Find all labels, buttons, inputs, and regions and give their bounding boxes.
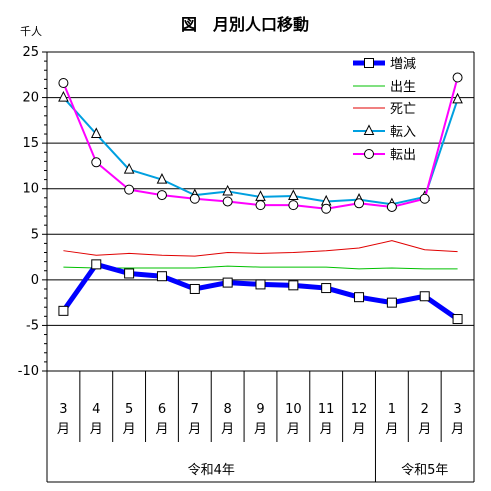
data-point-circle (124, 184, 135, 195)
data-point-square (255, 279, 266, 290)
x-tick-suffix: 月 (188, 422, 201, 437)
y-tick-label: 10 (22, 182, 39, 197)
data-point-square (419, 291, 430, 302)
x-tick-label: 4 (92, 402, 100, 417)
data-point-triangle (58, 90, 69, 102)
data-point-triangle (222, 184, 233, 196)
data-point-triangle (90, 127, 102, 139)
x-tick-suffix: 月 (123, 422, 136, 437)
data-point-triangle (288, 189, 299, 201)
x-tick-suffix: 月 (57, 422, 70, 437)
legend-label: 転出 (390, 148, 416, 163)
data-point-triangle (123, 162, 135, 174)
data-point-circle (255, 200, 266, 211)
data-point-square (222, 277, 233, 288)
y-axis-unit: 千人 (20, 25, 42, 38)
legend-entry: 増減 (353, 56, 416, 72)
data-point-square (189, 283, 200, 294)
legend-label: 増減 (390, 56, 416, 72)
x-tick-label: 12 (351, 402, 368, 417)
series-line (61, 261, 460, 322)
x-tick-label: 5 (125, 402, 133, 417)
legend-label: 出生 (390, 80, 416, 95)
series-2 (63, 265, 458, 270)
data-point-circle (419, 193, 430, 204)
legend-label: 死亡 (390, 102, 416, 117)
x-tick-label: 7 (191, 402, 199, 417)
data-point-square (156, 271, 167, 282)
y-tick-label: 20 (22, 91, 39, 106)
x-tick-label: 11 (318, 402, 335, 417)
data-point-square (364, 58, 374, 68)
x-tick-suffix: 月 (155, 422, 168, 437)
x-tick-suffix: 月 (287, 422, 300, 437)
legend-entry: 転出 (353, 148, 416, 163)
legend-entry: 出生 (353, 80, 416, 95)
series-line (63, 240, 458, 257)
data-point-circle (91, 157, 102, 168)
x-tick-label: 9 (256, 402, 264, 417)
data-point-square (58, 305, 69, 316)
data-point-circle (364, 149, 374, 159)
x-group-label: 令和5年 (401, 463, 448, 478)
data-point-circle (354, 198, 365, 209)
x-tick-suffix: 月 (320, 422, 333, 437)
data-point-square (354, 292, 365, 303)
x-tick-suffix: 月 (221, 422, 234, 437)
data-point-circle (321, 203, 332, 214)
chart-title: 図 月別人口移動 (181, 15, 309, 34)
data-point-circle (386, 201, 397, 212)
data-point-square (91, 259, 102, 270)
data-point-triangle (363, 124, 375, 135)
x-group-label: 令和4年 (188, 463, 235, 478)
data-point-square (124, 268, 135, 279)
x-tick-suffix: 月 (353, 422, 366, 437)
x-tick-label: 8 (224, 402, 232, 417)
data-point-triangle (156, 172, 168, 184)
y-tick-label: 5 (31, 227, 39, 242)
x-tick-label: 3 (59, 402, 67, 417)
y-tick-label: 0 (31, 273, 39, 288)
y-tick-label: 25 (22, 45, 39, 60)
legend-entry: 転入 (353, 124, 416, 140)
x-tick-suffix: 月 (418, 422, 431, 437)
data-point-circle (58, 77, 69, 88)
y-tick-label: -10 (18, 364, 39, 379)
series-line (63, 265, 458, 270)
data-point-square (321, 283, 332, 294)
series-1 (58, 259, 463, 325)
data-point-circle (156, 190, 167, 201)
y-tick-label: 15 (22, 136, 39, 151)
data-point-circle (452, 72, 463, 83)
data-point-circle (189, 193, 200, 204)
x-tick-suffix: 月 (254, 422, 267, 437)
x-tick-label: 10 (285, 402, 302, 417)
x-tick-label: 2 (421, 402, 429, 417)
x-tick-suffix: 月 (451, 422, 464, 437)
x-tick-label: 1 (388, 402, 396, 417)
x-tick-label: 3 (453, 402, 461, 417)
series-3 (63, 240, 458, 257)
data-point-square (288, 280, 299, 291)
x-tick-suffix: 月 (90, 422, 103, 437)
y-tick-label: -5 (26, 318, 39, 333)
data-point-circle (222, 196, 233, 207)
series-5 (58, 72, 463, 214)
data-point-square (452, 314, 463, 325)
x-tick-label: 6 (158, 402, 166, 417)
data-point-circle (288, 200, 299, 211)
data-point-square (386, 297, 397, 308)
data-point-triangle (452, 92, 463, 104)
x-tick-suffix: 月 (385, 422, 398, 437)
legend-entry: 死亡 (353, 102, 416, 117)
legend-label: 転入 (390, 125, 416, 140)
